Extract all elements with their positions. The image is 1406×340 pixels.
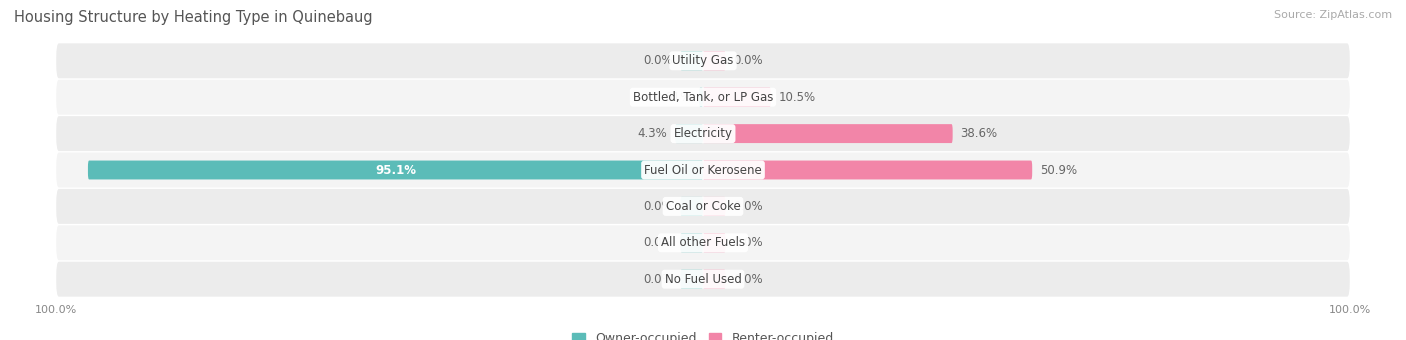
FancyBboxPatch shape bbox=[56, 262, 1350, 297]
Text: No Fuel Used: No Fuel Used bbox=[665, 273, 741, 286]
FancyBboxPatch shape bbox=[56, 43, 1350, 78]
FancyBboxPatch shape bbox=[56, 80, 1350, 115]
Text: Fuel Oil or Kerosene: Fuel Oil or Kerosene bbox=[644, 164, 762, 176]
FancyBboxPatch shape bbox=[699, 88, 703, 107]
Text: 50.9%: 50.9% bbox=[1040, 164, 1077, 176]
Text: All other Fuels: All other Fuels bbox=[661, 236, 745, 249]
Text: 0.61%: 0.61% bbox=[654, 91, 692, 104]
Text: Source: ZipAtlas.com: Source: ZipAtlas.com bbox=[1274, 10, 1392, 20]
Text: 38.6%: 38.6% bbox=[960, 127, 997, 140]
FancyBboxPatch shape bbox=[89, 160, 703, 180]
Text: 4.3%: 4.3% bbox=[638, 127, 668, 140]
Text: 0.0%: 0.0% bbox=[734, 200, 763, 213]
FancyBboxPatch shape bbox=[675, 124, 703, 143]
Text: 0.0%: 0.0% bbox=[643, 54, 672, 67]
FancyBboxPatch shape bbox=[56, 225, 1350, 260]
Text: 0.0%: 0.0% bbox=[643, 236, 672, 249]
FancyBboxPatch shape bbox=[703, 51, 725, 70]
FancyBboxPatch shape bbox=[703, 270, 725, 289]
Text: Electricity: Electricity bbox=[673, 127, 733, 140]
Legend: Owner-occupied, Renter-occupied: Owner-occupied, Renter-occupied bbox=[568, 327, 838, 340]
Text: 0.0%: 0.0% bbox=[734, 236, 763, 249]
Text: Housing Structure by Heating Type in Quinebaug: Housing Structure by Heating Type in Qui… bbox=[14, 10, 373, 25]
FancyBboxPatch shape bbox=[56, 153, 1350, 187]
Text: 0.0%: 0.0% bbox=[643, 200, 672, 213]
FancyBboxPatch shape bbox=[56, 189, 1350, 224]
FancyBboxPatch shape bbox=[681, 233, 703, 252]
Text: Utility Gas: Utility Gas bbox=[672, 54, 734, 67]
FancyBboxPatch shape bbox=[703, 88, 770, 107]
FancyBboxPatch shape bbox=[703, 160, 1032, 180]
Text: Coal or Coke: Coal or Coke bbox=[665, 200, 741, 213]
FancyBboxPatch shape bbox=[681, 197, 703, 216]
Text: 0.0%: 0.0% bbox=[734, 54, 763, 67]
FancyBboxPatch shape bbox=[681, 51, 703, 70]
FancyBboxPatch shape bbox=[56, 116, 1350, 151]
Text: Bottled, Tank, or LP Gas: Bottled, Tank, or LP Gas bbox=[633, 91, 773, 104]
FancyBboxPatch shape bbox=[703, 124, 953, 143]
FancyBboxPatch shape bbox=[703, 233, 725, 252]
Text: 0.0%: 0.0% bbox=[643, 273, 672, 286]
Text: 10.5%: 10.5% bbox=[779, 91, 815, 104]
FancyBboxPatch shape bbox=[703, 197, 725, 216]
Text: 0.0%: 0.0% bbox=[734, 273, 763, 286]
FancyBboxPatch shape bbox=[681, 270, 703, 289]
Text: 95.1%: 95.1% bbox=[375, 164, 416, 176]
